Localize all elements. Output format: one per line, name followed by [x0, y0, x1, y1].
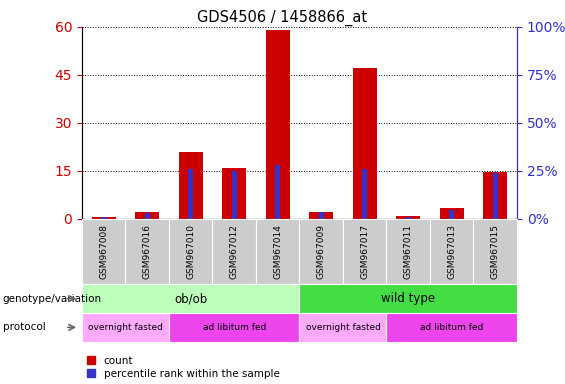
Text: ad libitum fed: ad libitum fed — [420, 323, 484, 332]
Text: GSM967015: GSM967015 — [491, 224, 499, 279]
Bar — [232, 171, 237, 219]
Bar — [483, 172, 507, 219]
Text: ob/ob: ob/ob — [174, 292, 207, 305]
Text: wild type: wild type — [381, 292, 435, 305]
Bar — [309, 212, 333, 219]
Bar — [440, 208, 464, 219]
Bar — [188, 169, 193, 219]
Text: GSM967013: GSM967013 — [447, 224, 456, 279]
Text: GSM967012: GSM967012 — [230, 224, 238, 279]
Bar — [406, 217, 411, 219]
Bar — [135, 212, 159, 219]
Text: ad libitum fed: ad libitum fed — [202, 323, 266, 332]
Bar — [396, 216, 420, 219]
Bar — [353, 68, 377, 219]
Bar — [266, 30, 290, 219]
Text: GSM967008: GSM967008 — [99, 224, 108, 279]
Text: genotype/variation: genotype/variation — [3, 293, 102, 304]
Text: GSM967009: GSM967009 — [317, 224, 325, 279]
Text: GSM967010: GSM967010 — [186, 224, 195, 279]
Bar — [101, 217, 106, 219]
Bar — [493, 173, 498, 219]
Bar — [145, 213, 150, 219]
Text: GSM967011: GSM967011 — [404, 224, 412, 279]
Text: GDS4506 / 1458866_at: GDS4506 / 1458866_at — [197, 10, 368, 26]
Bar — [222, 168, 246, 219]
Bar — [92, 217, 116, 219]
Text: overnight fasted: overnight fasted — [306, 323, 380, 332]
Text: GSM967017: GSM967017 — [360, 224, 369, 279]
Text: GSM967016: GSM967016 — [143, 224, 151, 279]
Bar — [179, 152, 203, 219]
Text: protocol: protocol — [3, 322, 46, 333]
Text: overnight fasted: overnight fasted — [88, 323, 163, 332]
Text: GSM967014: GSM967014 — [273, 224, 282, 279]
Bar — [362, 169, 367, 219]
Bar — [319, 212, 324, 219]
Bar — [275, 165, 280, 219]
Bar — [449, 210, 454, 219]
Legend: count, percentile rank within the sample: count, percentile rank within the sample — [87, 356, 280, 379]
